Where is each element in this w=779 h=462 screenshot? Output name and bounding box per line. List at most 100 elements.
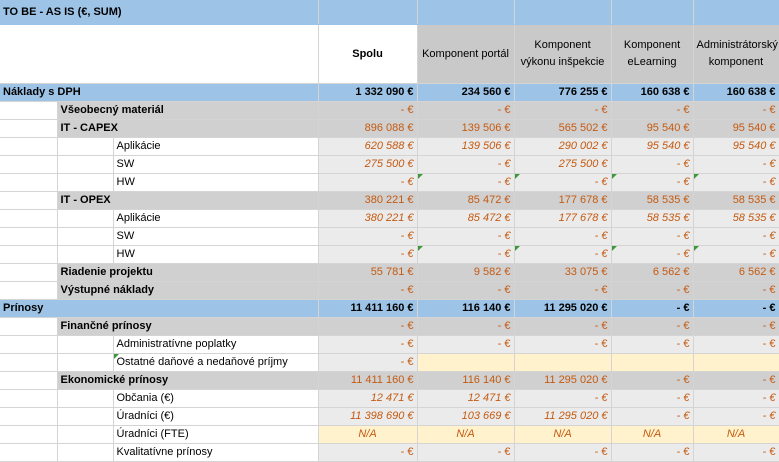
value-cell: - € (514, 317, 612, 336)
row-label: IT - CAPEX (57, 119, 319, 138)
value-cell: - € (318, 101, 418, 120)
value-cell: - € (611, 389, 694, 408)
table-row: Úradníci (€) 11 398 690 €103 669 €11 295 … (0, 407, 779, 426)
indent-cell (0, 425, 58, 444)
indent-cell (0, 119, 58, 138)
value-cell: - € (611, 101, 694, 120)
value-cell: - € (693, 101, 779, 120)
value-cell: 103 669 € (417, 407, 515, 426)
value-cell: 275 500 € (514, 155, 612, 174)
value-cell: - € (611, 407, 694, 426)
row-label: Riadenie projektu (57, 263, 319, 282)
indent-cell (0, 371, 58, 390)
value-cell: - € (611, 317, 694, 336)
value-cell: - € (693, 443, 779, 462)
row-label: Administratívne poplatky (113, 335, 319, 354)
table-row: Aplikácie 380 221 €85 472 €177 678 €58 53… (0, 209, 779, 228)
value-cell: 160 638 € (693, 83, 779, 102)
value-cell: 58 535 € (693, 209, 779, 228)
value-cell: - € (318, 443, 418, 462)
column-header-spolu: Spolu (318, 24, 418, 84)
value-cell: 380 221 € (318, 191, 418, 210)
table-row: SW - € - € - € - € - € (0, 227, 779, 246)
value-cell: 565 502 € (514, 119, 612, 138)
value-cell: 116 140 € (417, 371, 515, 390)
value-cell: - € (611, 245, 694, 264)
indent-cell (0, 101, 58, 120)
value-cell: - € (318, 317, 418, 336)
value-cell: - € (318, 173, 418, 192)
row-label: Všeobecný materiál (57, 101, 319, 120)
value-cell: - € (611, 371, 694, 390)
value-cell: 1 332 090 € (318, 83, 418, 102)
table-row: HW - € - € - € - € - € (0, 245, 779, 264)
table-row: Riadenie projektu 55 781 €9 582 €33 075 €… (0, 263, 779, 282)
value-cell: 380 221 € (318, 209, 418, 228)
indent-cell (57, 425, 114, 444)
indent-cell (57, 245, 114, 264)
indent-cell (0, 191, 58, 210)
table-row: Aplikácie 620 588 €139 506 €290 002 €95 5… (0, 137, 779, 156)
header-blank (0, 24, 319, 84)
value-cell: - € (693, 155, 779, 174)
value-cell: 12 471 € (318, 389, 418, 408)
table-row: SW 275 500 € - €275 500 € - € - € (0, 155, 779, 174)
value-cell: - € (417, 101, 515, 120)
value-cell: 85 472 € (417, 191, 515, 210)
value-cell: N/A (693, 425, 779, 444)
indent-cell (57, 389, 114, 408)
value-cell: - € (318, 335, 418, 354)
indent-cell (0, 173, 58, 192)
value-cell: 11 295 020 € (514, 407, 612, 426)
value-cell: 58 535 € (611, 209, 694, 228)
row-label: Finančné prínosy (57, 317, 319, 336)
section-label: Náklady s DPH (0, 83, 319, 102)
table-row: Náklady s DPH 1 332 090 €234 560 €776 255… (0, 83, 779, 102)
row-label: HW (113, 245, 319, 264)
value-cell (514, 353, 612, 372)
value-cell (611, 353, 694, 372)
value-cell: 11 295 020 € (514, 371, 612, 390)
value-cell: 95 540 € (693, 137, 779, 156)
value-cell: 776 255 € (514, 83, 612, 102)
value-cell: - € (318, 281, 418, 300)
value-cell: - € (514, 101, 612, 120)
value-cell: 160 638 € (611, 83, 694, 102)
value-cell: - € (417, 245, 515, 264)
value-cell: - € (417, 281, 515, 300)
value-cell: 11 411 160 € (318, 299, 418, 318)
value-cell: - € (611, 227, 694, 246)
value-cell: - € (318, 353, 418, 372)
indent-cell (0, 389, 58, 408)
title-fill (318, 0, 418, 25)
value-cell: 11 295 020 € (514, 299, 612, 318)
value-cell: 6 562 € (611, 263, 694, 282)
table-row: Finančné prínosy - € - € - € - € - € (0, 317, 779, 336)
indent-cell (57, 137, 114, 156)
value-cell: - € (693, 317, 779, 336)
title-fill (693, 0, 779, 25)
table-row: Ostatné daňové a nedaňové príjmy - € (0, 353, 779, 372)
row-label: HW (113, 173, 319, 192)
value-cell: - € (514, 281, 612, 300)
table-title: TO BE - AS IS (€, SUM) (0, 0, 319, 25)
value-cell: 177 678 € (514, 191, 612, 210)
indent-cell (57, 443, 114, 462)
table-row: Výstupné náklady - € - € - € - € - € (0, 281, 779, 300)
value-cell: - € (417, 443, 515, 462)
value-cell: 177 678 € (514, 209, 612, 228)
value-cell: - € (417, 173, 515, 192)
value-cell: - € (693, 227, 779, 246)
row-label: Úradníci (€) (113, 407, 319, 426)
value-cell: - € (693, 371, 779, 390)
value-cell: 139 506 € (417, 119, 515, 138)
value-cell: - € (514, 227, 612, 246)
indent-cell (0, 227, 58, 246)
row-label: Ekonomické prínosy (57, 371, 319, 390)
value-cell: - € (611, 173, 694, 192)
value-cell: 290 002 € (514, 137, 612, 156)
value-cell: - € (417, 227, 515, 246)
value-cell: 11 411 160 € (318, 371, 418, 390)
value-cell: - € (693, 299, 779, 318)
indent-cell (57, 407, 114, 426)
